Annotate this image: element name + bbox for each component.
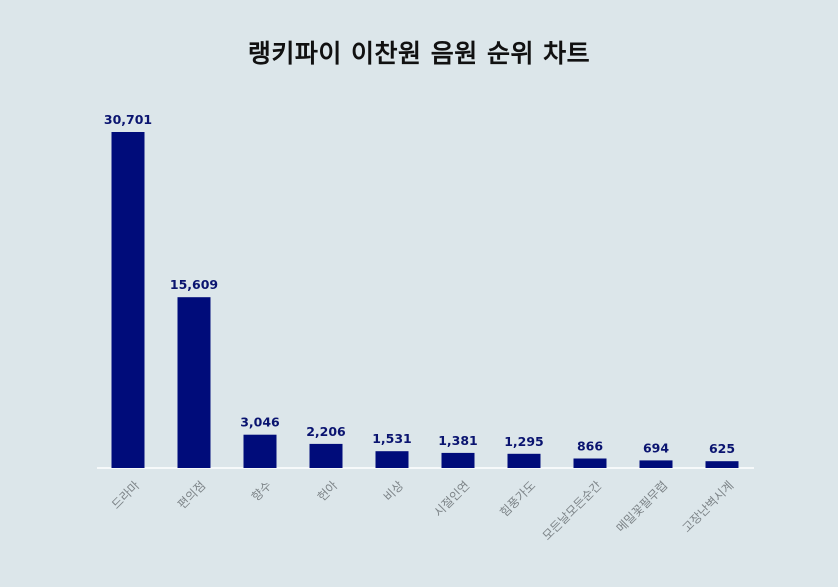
x-tick-label-1: 드라마 (109, 478, 142, 511)
x-tick-label-8: 모든날모든순간 (540, 478, 605, 543)
value-label-8: 866 (577, 439, 603, 454)
chart-title: 랭키파이 이찬원 음원 순위 차트 (247, 39, 591, 68)
bar-9 (639, 460, 673, 468)
x-tick-label-9: 메밀꽃필무렵 (614, 478, 671, 535)
bar-1 (111, 132, 145, 468)
value-label-10: 625 (709, 441, 735, 456)
value-label-3: 3,046 (240, 415, 280, 430)
bar-5 (375, 451, 409, 468)
x-tick-label-2: 편의점 (175, 478, 208, 511)
x-tick-label-7: 힘풍가도 (497, 478, 538, 519)
x-tick-label-3: 향수 (249, 478, 275, 504)
bar-2 (177, 297, 211, 468)
value-label-2: 15,609 (170, 277, 218, 292)
bar-8 (573, 458, 607, 468)
bars-group (111, 132, 739, 468)
bar-7 (507, 453, 541, 468)
value-label-1: 30,701 (104, 112, 152, 127)
value-labels-group: 30,701 15,609 3,046 2,206 1,531 1,381 1,295 866… (104, 112, 735, 456)
x-tick-label-10: 고장난벽시계 (680, 478, 737, 535)
x-tick-label-5: 비상 (381, 478, 407, 504)
value-label-6: 1,381 (438, 433, 478, 448)
x-tick-label-4: 헌아 (315, 478, 341, 504)
bar-6 (441, 452, 475, 468)
bar-3 (243, 434, 277, 468)
value-label-4: 2,206 (306, 424, 346, 439)
value-label-9: 694 (643, 440, 669, 455)
bar-4 (309, 443, 343, 468)
value-label-7: 1,295 (504, 434, 544, 449)
value-label-5: 1,531 (372, 431, 412, 446)
x-tick-label-6: 시절인연 (431, 478, 472, 519)
bar-10 (705, 461, 739, 468)
tick-labels-group: 드라마 편의점 향수 헌아 비상 시절인연 힘풍가도 모든날모든순간 메밀꽃필무렵 고장난벽시계 (109, 478, 736, 543)
